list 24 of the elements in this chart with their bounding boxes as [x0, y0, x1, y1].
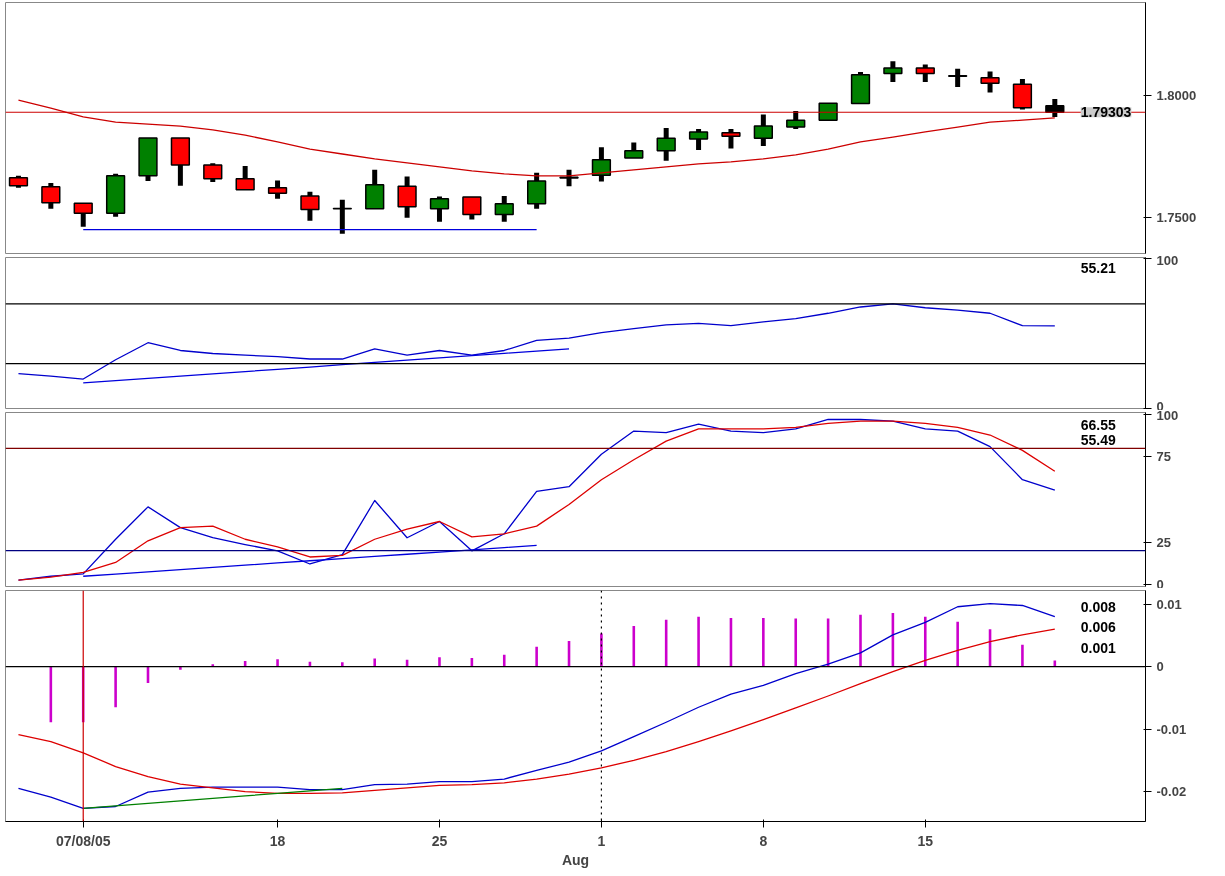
- y-tick-label: -0.01: [1156, 721, 1187, 737]
- y-tick-label: 100: [1156, 252, 1179, 268]
- text: 0.001: [1080, 640, 1116, 657]
- text: 0.006: [1080, 619, 1116, 636]
- y-tick-label: 75: [1156, 449, 1171, 465]
- ref-line-label: 1.79303: [1080, 104, 1132, 121]
- text: 66.55: [1080, 416, 1116, 433]
- x-tick-label: 07/08/05: [55, 832, 111, 849]
- x-axis-title: Aug: [561, 851, 590, 868]
- y-tick-label: 1.8000: [1156, 87, 1197, 103]
- x-tick-label: 25: [431, 832, 448, 849]
- x-tick-label: 18: [269, 832, 286, 849]
- y-tick-label: 1.7500: [1156, 210, 1197, 226]
- x-tick-label: 15: [917, 832, 934, 849]
- y-tick-label: -0.02: [1156, 784, 1187, 800]
- x-tick-label: 8: [759, 832, 768, 849]
- text: 0.008: [1080, 598, 1116, 615]
- text: 55.49: [1080, 432, 1116, 449]
- y-tick-label: 0: [1156, 659, 1164, 675]
- text: 55.21: [1080, 260, 1116, 277]
- y-tick-label: 25: [1156, 534, 1171, 550]
- x-tick-label: 1: [597, 832, 606, 849]
- y-tick-label: 0.01: [1156, 596, 1182, 612]
- y-tick-label: 0: [1156, 576, 1164, 592]
